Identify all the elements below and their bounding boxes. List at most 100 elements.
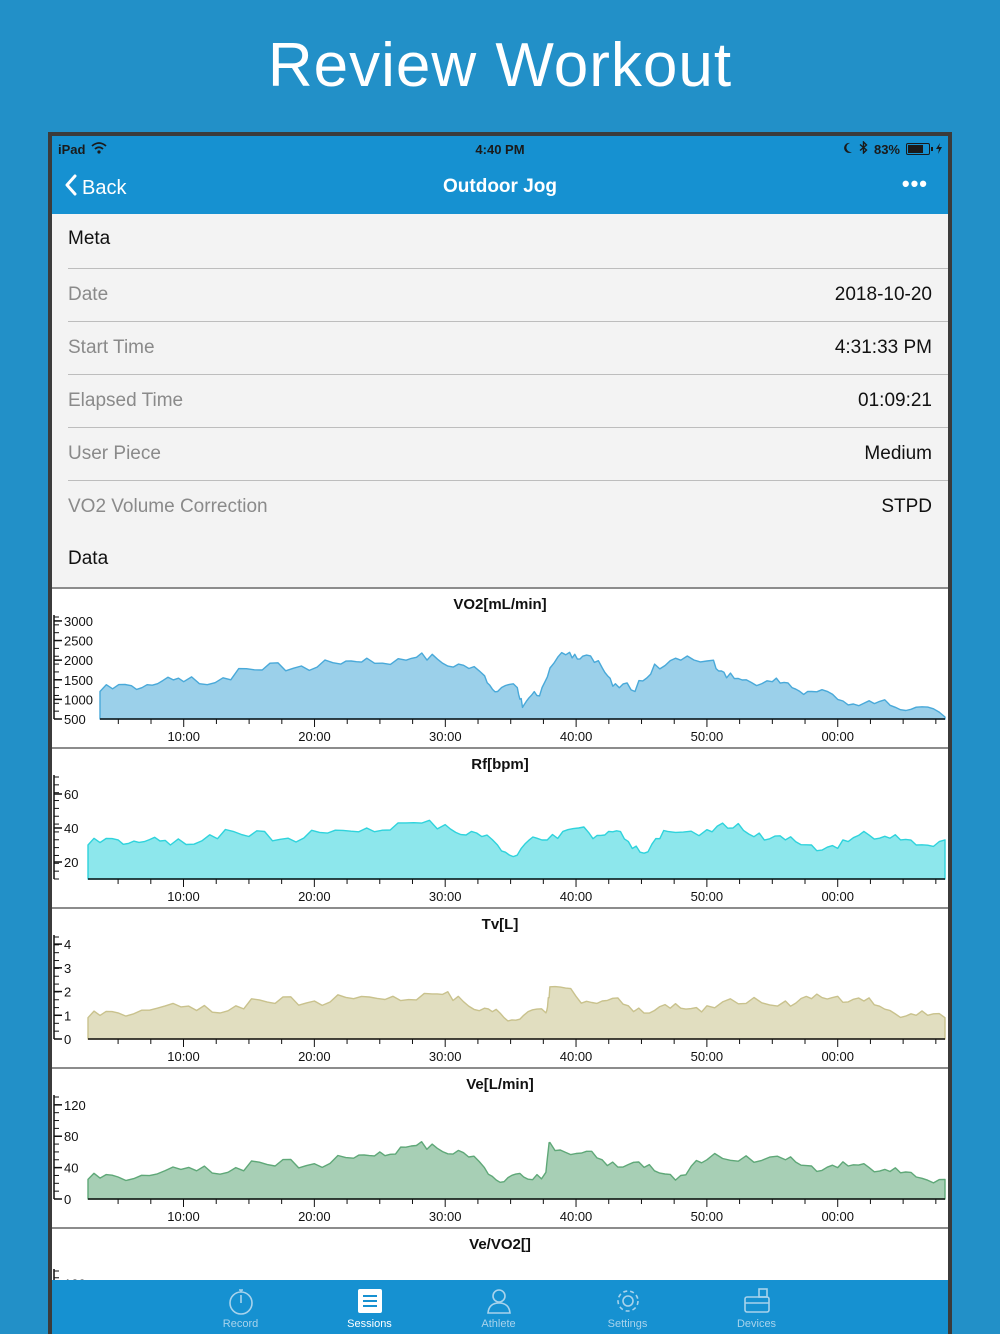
y-tick-label: 1 <box>64 1008 71 1023</box>
tab-settings[interactable]: Settings <box>563 1280 692 1334</box>
vo2-chart: VO2[mL/min] 3000 2500 2000 1500 1000 500 10:00 2… <box>52 587 948 747</box>
x-tick-label: 00:00 <box>821 729 854 744</box>
battery-icon <box>906 143 933 155</box>
x-tick-label: 30:00 <box>429 729 462 744</box>
tab-label: Devices <box>736 1318 777 1330</box>
x-tick-label: 00:00 <box>821 889 854 904</box>
meta-row-elapsed-time: Elapsed Time 01:09:21 <box>68 374 948 427</box>
y-tick-label: 40 <box>64 821 78 836</box>
y-tick-label: 40 <box>64 1161 78 1176</box>
meta-section-header: Meta <box>52 214 948 268</box>
app-screen: iPad 4:40 PM 83% <box>52 136 948 1334</box>
x-tick-label: 40:00 <box>560 729 593 744</box>
person-icon <box>486 1289 511 1314</box>
y-tick-label: 20 <box>64 855 78 870</box>
meta-label: Start Time <box>68 337 155 358</box>
x-tick-label: 10:00 <box>167 1209 200 1224</box>
tab-label: Settings <box>607 1318 648 1330</box>
x-tick-label: 30:00 <box>429 1049 462 1064</box>
meta-row-date: Date 2018-10-20 <box>68 268 948 321</box>
chart-title: Ve/VO2[] <box>469 1236 531 1253</box>
chart-title: Ve[L/min] <box>466 1076 534 1093</box>
ipad-frame: iPad 4:40 PM 83% <box>48 132 952 1334</box>
more-button[interactable]: ••• <box>901 171 928 196</box>
x-tick-label: 20:00 <box>298 1049 331 1064</box>
y-tick-label: 4 <box>64 937 71 952</box>
stopwatch-icon <box>228 1289 253 1315</box>
x-tick-label: 50:00 <box>691 729 724 744</box>
data-section-header: Data <box>52 533 948 587</box>
back-button[interactable]: Back <box>64 174 126 202</box>
x-tick-label: 50:00 <box>691 1049 724 1064</box>
chart-title: VO2[mL/min] <box>453 596 546 613</box>
tab-sessions[interactable]: Sessions <box>305 1280 434 1334</box>
y-tick-label: 120 <box>64 1098 86 1113</box>
tab-devices[interactable]: Devices <box>692 1280 821 1334</box>
battery-percent: 83% <box>873 141 900 157</box>
y-tick-label: 60 <box>64 787 78 802</box>
devices-icon <box>743 1288 770 1313</box>
workout-content[interactable]: Meta Date 2018-10-20 Start Time 4:31:33 … <box>52 214 948 1280</box>
ve-vo2-chart: Ve/VO2[] 120 <box>52 1227 948 1280</box>
meta-row-vo2-volume-correction: VO2 Volume Correction STPD <box>68 480 948 533</box>
charging-icon <box>936 142 942 157</box>
chart-title: Rf[bpm] <box>471 756 528 773</box>
meta-list: Date 2018-10-20 Start Time 4:31:33 PM El… <box>52 268 948 533</box>
meta-value: STPD <box>881 496 932 517</box>
series-area <box>87 819 946 880</box>
y-tick-label: 0 <box>64 1032 71 1047</box>
x-tick-label: 20:00 <box>298 889 331 904</box>
y-tick-label: 80 <box>64 1129 78 1144</box>
tab-bar: Record Sessions Athlete Settings Devices <box>52 1280 948 1334</box>
x-tick-label: 50:00 <box>691 1209 724 1224</box>
wifi-icon <box>91 142 108 157</box>
list-icon <box>357 1289 382 1313</box>
y-tick-label: 3000 <box>64 614 93 629</box>
x-tick-label: 40:00 <box>560 1209 593 1224</box>
chart-title: Tv[L] <box>482 916 519 933</box>
ve-chart: Ve[L/min] 120 80 40 0 10:00 20:00 30:00 40:00 50:… <box>52 1067 948 1227</box>
chevron-left-icon <box>64 174 78 202</box>
series-area <box>87 1141 946 1200</box>
bluetooth-icon <box>859 140 868 157</box>
y-tick-label: 120 <box>64 1277 86 1280</box>
x-tick-label: 40:00 <box>560 889 593 904</box>
x-tick-label: 20:00 <box>298 729 331 744</box>
series-area <box>99 651 946 720</box>
meta-value: 01:09:21 <box>858 390 932 411</box>
series-area <box>87 985 946 1040</box>
y-tick-label: 0 <box>64 1192 71 1207</box>
tab-label: Record <box>222 1318 259 1330</box>
back-label: Back <box>82 176 127 199</box>
x-tick-label: 00:00 <box>821 1049 854 1064</box>
tab-record[interactable]: Record <box>176 1280 305 1334</box>
x-tick-label: 40:00 <box>560 1049 593 1064</box>
rf-chart: Rf[bpm] 60 40 20 10:00 20:00 30:00 40:00 50:00 00… <box>52 747 948 907</box>
y-tick-label: 500 <box>64 712 86 727</box>
tab-athlete[interactable]: Athlete <box>434 1280 563 1334</box>
meta-value: 4:31:33 PM <box>834 337 932 358</box>
gear-icon <box>616 1290 639 1312</box>
meta-label: Elapsed Time <box>68 390 184 411</box>
tab-label: Athlete <box>481 1318 516 1330</box>
meta-label: Date <box>68 284 109 305</box>
y-tick-label: 2 <box>64 985 71 1000</box>
meta-value: Medium <box>864 443 932 464</box>
x-tick-label: 10:00 <box>167 1049 200 1064</box>
x-tick-label: 10:00 <box>167 889 200 904</box>
x-tick-label: 10:00 <box>167 729 200 744</box>
x-tick-label: 30:00 <box>429 889 462 904</box>
x-tick-label: 00:00 <box>821 1209 854 1224</box>
page-title: Outdoor Jog <box>443 176 557 197</box>
meta-label: User Piece <box>68 443 161 464</box>
meta-row-user-piece: User Piece Medium <box>68 427 948 480</box>
y-tick-label: 3 <box>64 961 71 976</box>
x-tick-label: 50:00 <box>691 889 724 904</box>
nav-bar: Back Outdoor Jog ••• <box>52 162 948 214</box>
meta-label: VO2 Volume Correction <box>68 496 268 517</box>
y-tick-label: 2000 <box>64 653 93 668</box>
tv-chart: Tv[L] 4 3 2 1 0 10:00 20:00 30:00 40:00 50:00 00:00 <box>52 907 948 1067</box>
tab-label: Sessions <box>347 1318 392 1330</box>
status-time: 4:40 PM <box>475 142 525 157</box>
y-tick-label: 1000 <box>64 692 93 707</box>
